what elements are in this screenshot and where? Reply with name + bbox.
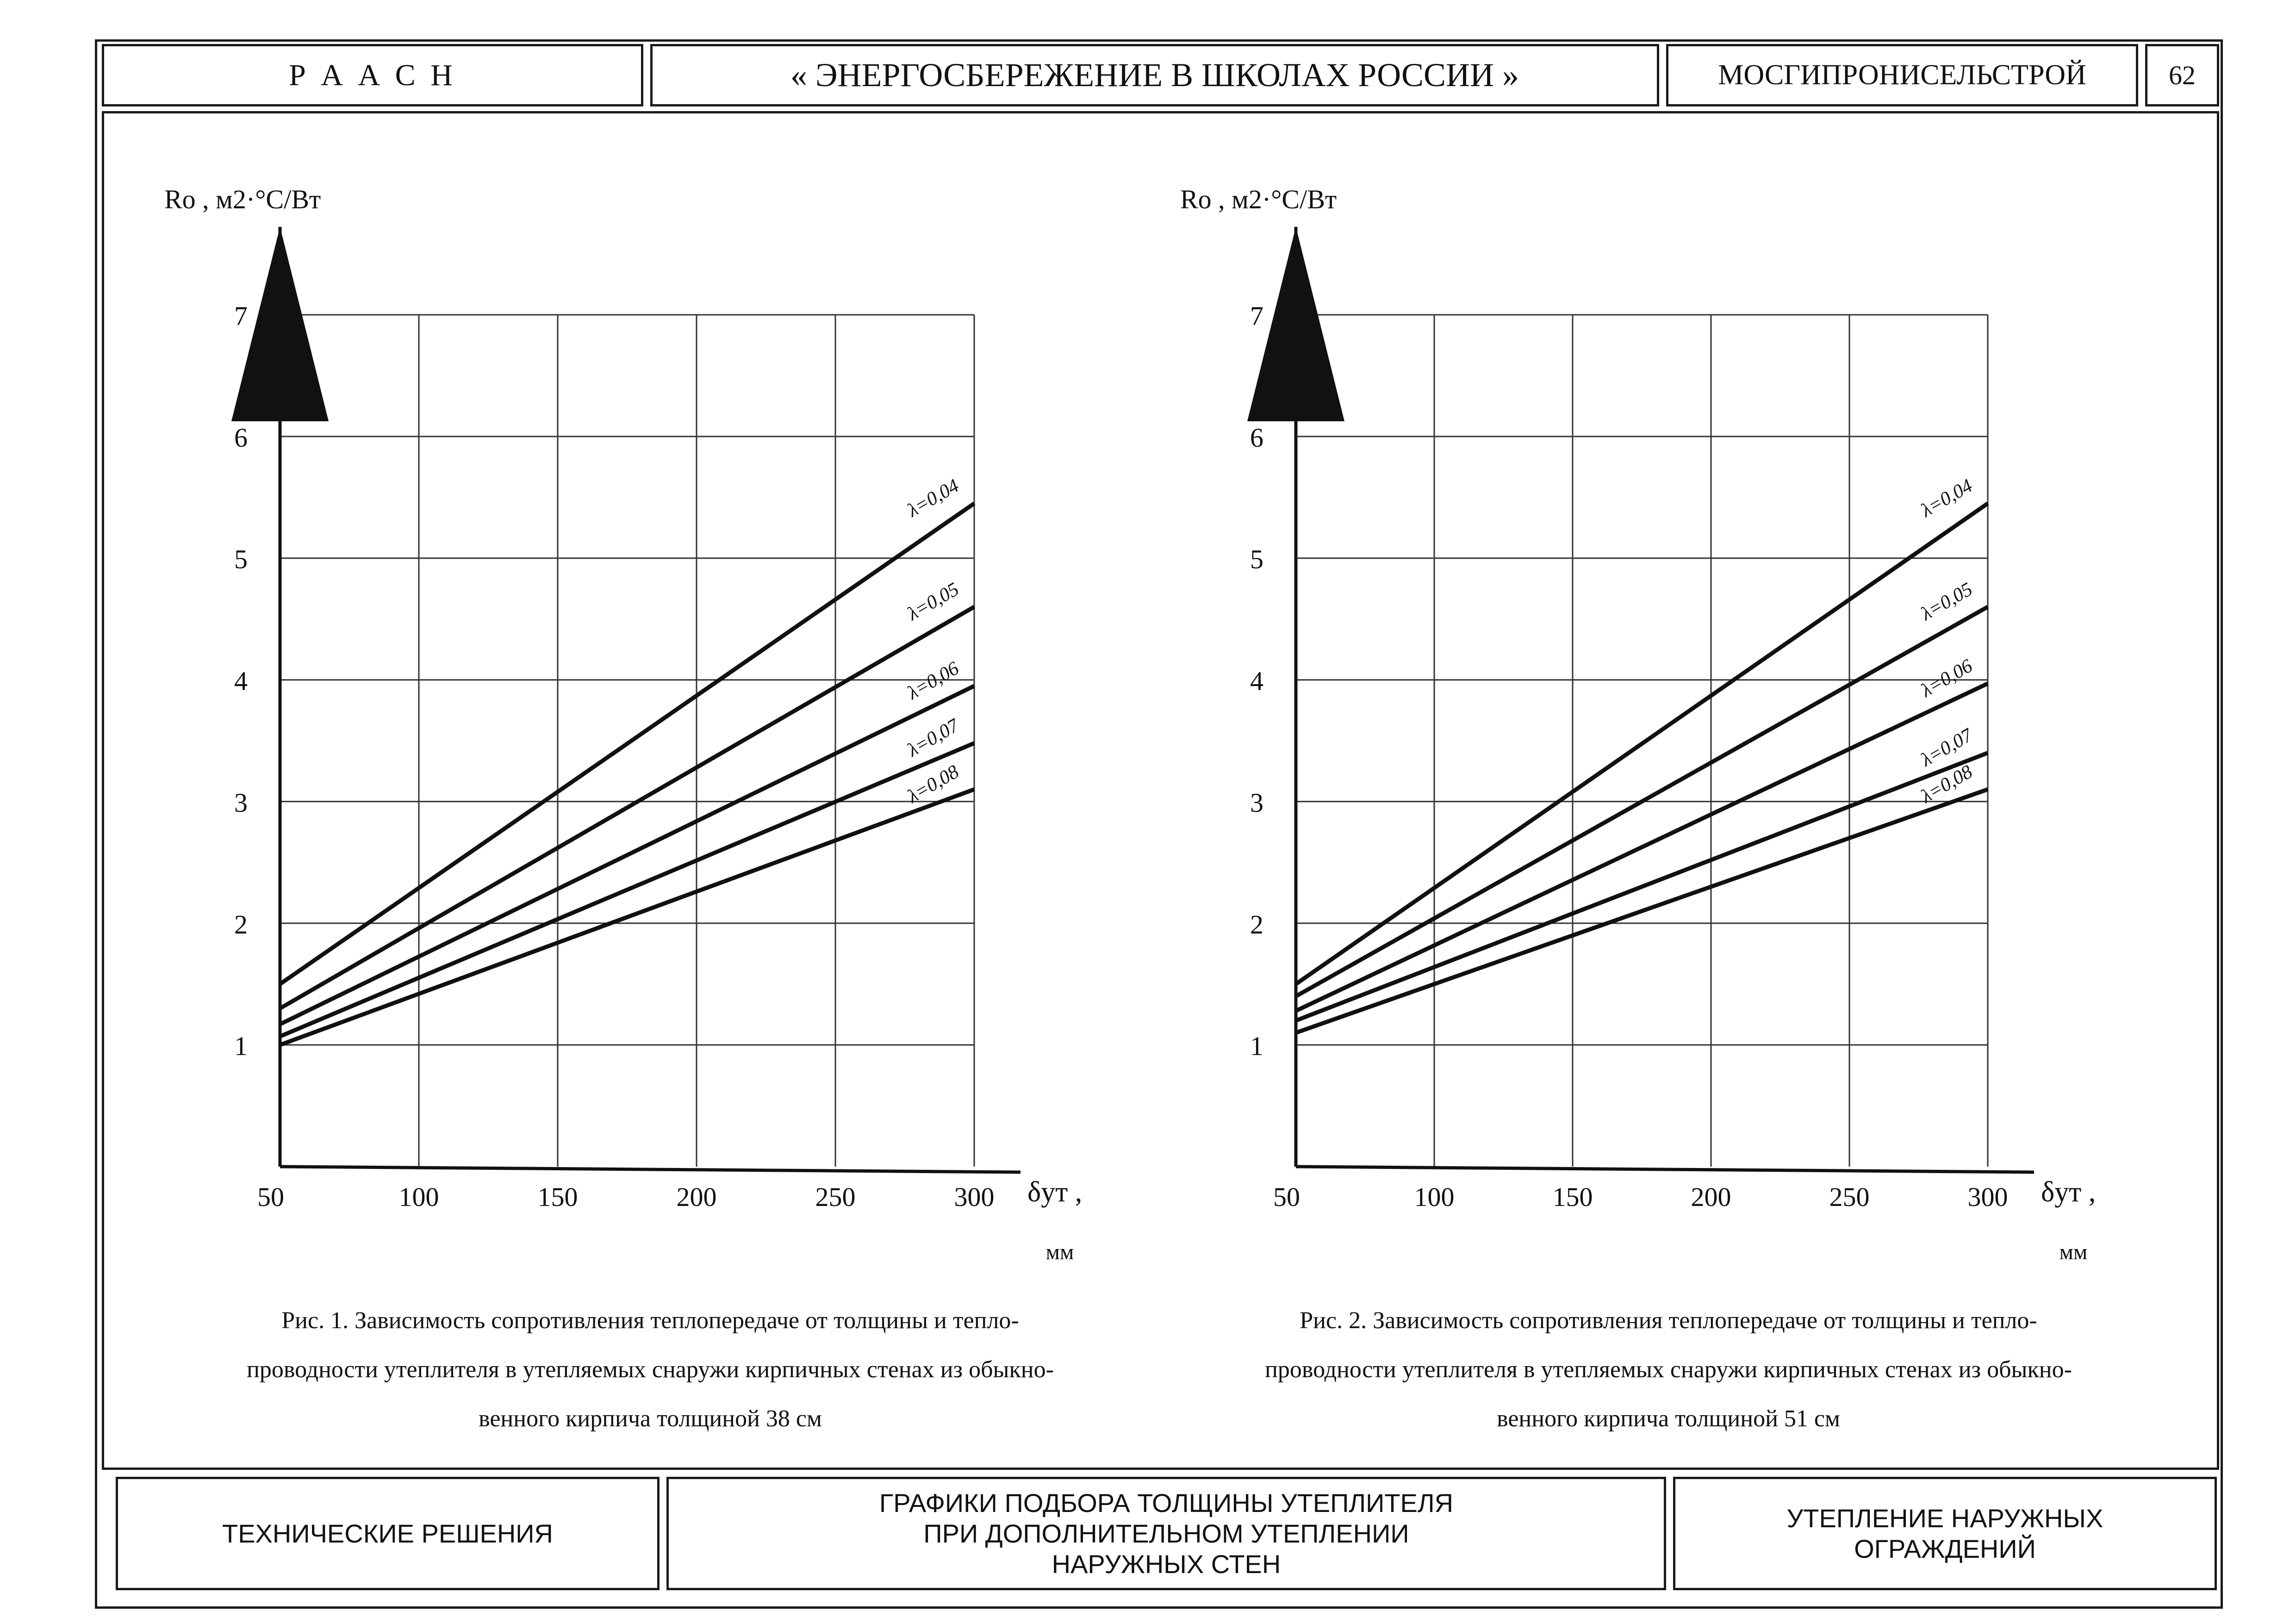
- y-tick-label: 6: [234, 423, 248, 453]
- series-label: λ=0,04: [1916, 475, 1976, 522]
- footer-center-line-2: ПРИ ДОПОЛНИТЕЛЬНОМ УТЕПЛЕНИИ: [923, 1518, 1409, 1548]
- x-tick-label: 200: [1691, 1182, 1731, 1212]
- caption-fig2-line-1: Рис. 2. Зависимость сопротивления теплоп…: [1300, 1307, 2037, 1334]
- x-axis: [280, 1165, 1021, 1174]
- y-tick-label: 1: [1250, 1031, 1263, 1061]
- y-tick-label: 1: [234, 1031, 248, 1061]
- series-line: [279, 787, 975, 1047]
- series-line: [279, 684, 975, 1026]
- series-line: [1294, 605, 1989, 998]
- footer-cell-right: [1673, 1477, 2217, 1590]
- series-label: λ=0,07: [1916, 724, 1977, 771]
- header-title: « ЭНЕРГОСБЕРЕЖЕНИЕ В ШКОЛАХ РОССИИ »: [790, 56, 1519, 94]
- x-tick-label: 250: [815, 1182, 856, 1212]
- y-tick-label: 3: [234, 787, 248, 818]
- y-tick-label: 4: [234, 666, 248, 696]
- header-cell-institute: [1666, 44, 2138, 106]
- caption-fig1-line-1: Рис. 1. Зависимость сопротивления теплоп…: [281, 1307, 1019, 1334]
- x-tick-label: 150: [538, 1182, 578, 1212]
- footer-center-line-3: НАРУЖНЫХ СТЕН: [1052, 1549, 1281, 1579]
- series-line: [279, 741, 975, 1038]
- content-frame: [102, 111, 2219, 1470]
- y-tick-label: 6: [1250, 423, 1263, 453]
- y-tick-label: 4: [1250, 666, 1263, 696]
- footer-center: ГРАФИКИ ПОДБОРА ТОЛЩИНЫ УТЕПЛИТЕЛЯ ПРИ Д…: [666, 1477, 1666, 1590]
- series-line: [279, 501, 976, 986]
- x-tick-label: 300: [1968, 1182, 2008, 1212]
- x-tick-label: 50: [1273, 1182, 1300, 1212]
- caption-fig1-line-3: венного кирпича толщиной 38 см: [479, 1405, 822, 1432]
- y-tick-label: 3: [1250, 787, 1263, 818]
- y-tick-label: 5: [234, 544, 248, 575]
- y-axis-label: Ro , м2·°С/Вт: [164, 184, 321, 214]
- series-line: [1295, 751, 1989, 1023]
- y-tick-label: 7: [234, 301, 248, 331]
- series-line: [1295, 787, 1989, 1035]
- outer-frame: [95, 39, 2223, 1609]
- footer-cell-center: [666, 1477, 1666, 1590]
- x-tick-label: 50: [257, 1182, 284, 1212]
- header-cell-title: [650, 44, 1659, 106]
- header-cell-org: [102, 44, 643, 106]
- series-line: [279, 605, 976, 1011]
- x-axis-label: δут ,: [2041, 1176, 2096, 1208]
- chart-fig1: 1 2 3 4 5 6 7 50 100 150 200 250 300 Ro , м2·°С/Вт δут…: [164, 184, 1082, 1264]
- footer-right-line-2: ОГРАЖДЕНИЙ: [1854, 1534, 2036, 1563]
- x-axis-label: δут ,: [1027, 1176, 1082, 1208]
- y-tick-label: 7: [1250, 301, 1263, 331]
- x-tick-label: 250: [1829, 1182, 1870, 1212]
- footer-cell-left: [116, 1477, 660, 1590]
- y-tick-label: 2: [234, 909, 248, 939]
- chart-fig2: 1 2 3 4 5 6 7 50 100 150 200 250 300 Ro , м2·°С/Вт δут…: [1180, 184, 2096, 1264]
- x-axis-unit: мм: [2060, 1240, 2088, 1264]
- series-label: λ=0,04: [903, 475, 963, 522]
- page-number-cell: [2145, 44, 2219, 106]
- caption-fig1: Рис. 1. Зависимость сопротивления теплоп…: [153, 1296, 1148, 1443]
- y-tick-label: 5: [1250, 544, 1263, 575]
- y-tick-label: 2: [1250, 909, 1263, 939]
- x-axis: [1295, 1165, 2035, 1174]
- footer-right-line-1: УТЕПЛЕНИЕ НАРУЖНЫХ: [1786, 1503, 2103, 1533]
- x-tick-label: 100: [399, 1182, 439, 1212]
- x-axis-unit: мм: [1046, 1240, 1074, 1264]
- header-institute: МОСГИПРОНИСЕЛЬСТРОЙ: [1718, 59, 2086, 91]
- series-label: λ=0,07: [903, 714, 963, 762]
- header-org: Р А А С Н: [289, 58, 456, 92]
- caption-fig1-line-2: проводности утеплителя в утепляемых снар…: [247, 1356, 1054, 1383]
- x-tick-label: 100: [1414, 1182, 1455, 1212]
- caption-fig2-line-3: венного кирпича толщиной 51 см: [1497, 1405, 1840, 1432]
- series-line: [1295, 681, 1989, 1013]
- caption-fig2: Рис. 2. Зависимость сопротивления теплоп…: [1171, 1296, 2166, 1443]
- series-line: [1294, 501, 1989, 986]
- caption-fig2-line-2: проводности утеплителя в утепляемых снар…: [1265, 1356, 2072, 1383]
- footer-left: ТЕХНИЧЕСКИЕ РЕШЕНИЯ: [222, 1519, 553, 1548]
- x-tick-label: 300: [954, 1182, 995, 1212]
- page-number: 62: [2169, 60, 2196, 90]
- x-tick-label: 200: [677, 1182, 717, 1212]
- y-axis-label: Ro , м2·°С/Вт: [1180, 184, 1337, 214]
- footer-center-line-1: ГРАФИКИ ПОДБОРА ТОЛЩИНЫ УТЕПЛИТЕЛЯ: [879, 1488, 1454, 1518]
- x-tick-label: 150: [1553, 1182, 1593, 1212]
- footer-right: УТЕПЛЕНИЕ НАРУЖНЫХ ОГРАЖДЕНИЙ: [1673, 1477, 2217, 1590]
